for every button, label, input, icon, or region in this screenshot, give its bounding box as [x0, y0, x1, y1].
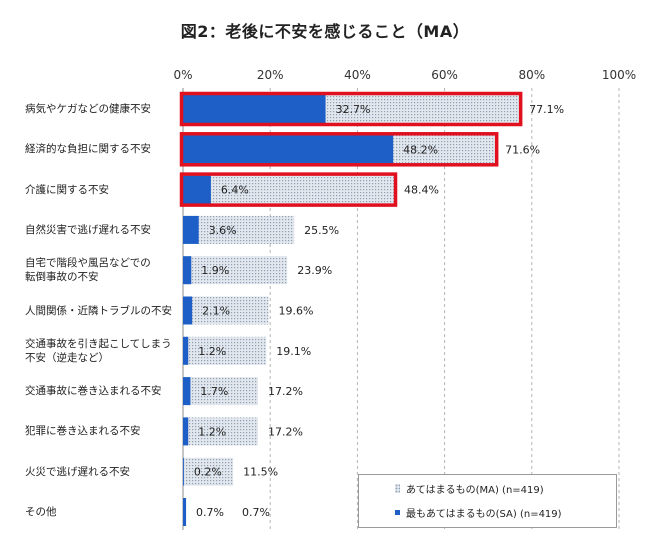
value-label-sa: 2.1% — [202, 305, 230, 318]
value-label-ma: 11.5% — [243, 466, 278, 479]
bar-sa — [183, 175, 211, 204]
bars — [183, 95, 520, 526]
value-label-sa: 6.4% — [221, 184, 249, 197]
x-tick-label: 20% — [257, 68, 284, 82]
x-tick-label: 40% — [344, 68, 371, 82]
bar-ma — [183, 175, 395, 204]
bar-sa — [183, 377, 191, 406]
bar-ma — [183, 417, 258, 446]
value-label-sa: 3.6% — [209, 224, 237, 237]
value-label-ma: 25.5% — [304, 224, 339, 237]
highlight-frame — [179, 91, 523, 127]
value-label-sa: 1.2% — [198, 425, 226, 438]
x-tick-label: 80% — [518, 68, 545, 82]
value-label-sa: 0.2% — [194, 466, 222, 479]
value-label-sa: 32.7% — [336, 103, 371, 116]
bar-sa — [183, 417, 189, 446]
value-label-sa: 1.9% — [201, 264, 229, 277]
legend-marker-sa — [395, 509, 400, 515]
bar-sa — [183, 95, 326, 123]
value-label-ma: 19.1% — [276, 345, 311, 358]
legend-label-sa: 最もあてはまるもの(SA) (n=419) — [406, 508, 562, 520]
bar-ma — [183, 336, 267, 365]
legend: あてはまるもの(MA) (n=419) 最もあてはまるもの(SA) (n=419… — [358, 474, 617, 528]
legend-item-sa: 最もあてはまるもの(SA) (n=419) — [395, 505, 562, 520]
value-label-ma: 23.9% — [297, 264, 332, 277]
highlight-frame — [179, 132, 499, 167]
value-label-sa: 0.7% — [196, 506, 224, 519]
x-tick-label: 100% — [602, 68, 636, 82]
bar-ma — [183, 377, 258, 406]
bar-ma — [183, 457, 234, 486]
chart-labels: 0% 20% 40% 60% 80% 100% 32.7% 77.1% 48.2% 71.6% 6.… — [173, 68, 636, 519]
value-label-ma: 71.6% — [505, 143, 540, 156]
bar-sa — [183, 215, 199, 244]
bar-sa — [183, 336, 189, 365]
highlight-frames — [179, 91, 523, 207]
x-tick-label: 0% — [173, 68, 192, 82]
highlight-frame — [179, 172, 398, 207]
bar-ma — [183, 256, 288, 285]
legend-marker-ma — [395, 483, 400, 493]
bar-sa — [183, 135, 394, 164]
value-label-sa: 48.2% — [403, 143, 438, 156]
bar-ma — [183, 215, 295, 244]
chart-title: 図2：老後に不安を感じること（MA） — [180, 22, 470, 41]
value-label-ma: 19.6% — [278, 305, 313, 318]
value-label-sa: 1.2% — [198, 345, 226, 358]
bar-ma — [183, 296, 269, 325]
value-label-ma: 17.2% — [268, 425, 303, 438]
bar-sa — [183, 256, 192, 285]
value-label-ma: 77.1% — [529, 103, 564, 116]
legend-item-ma: あてはまるもの(MA) (n=419) — [395, 481, 544, 496]
bar-sa — [183, 498, 187, 526]
value-label-sa: 1.7% — [200, 385, 228, 398]
value-label-ma: 17.2% — [268, 385, 303, 398]
value-label-ma: 48.4% — [404, 184, 439, 197]
legend-label-ma: あてはまるもの(MA) (n=419) — [406, 484, 544, 496]
value-label-ma: 0.7% — [242, 506, 270, 519]
x-tick-label: 60% — [431, 68, 458, 82]
bar-sa — [183, 457, 184, 486]
bar-sa — [183, 296, 193, 325]
